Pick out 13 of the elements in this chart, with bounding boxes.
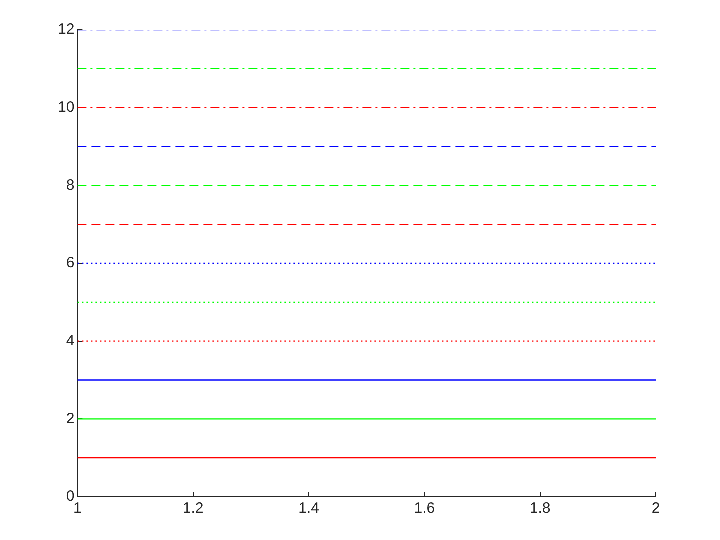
y-tick-label: 12 [58,21,75,38]
x-tick-label: 2 [652,500,660,518]
x-tick-label: 1 [74,500,82,518]
y-tick-label: 6 [66,254,75,272]
y-tick-label: 2 [66,410,75,428]
y-tick-label: 0 [66,488,75,506]
x-tick-label: 1.4 [298,500,320,518]
x-tick-label: 1.6 [414,500,436,518]
y-tick-label: 4 [66,332,75,350]
x-tick-label: 1.2 [182,500,204,518]
y-tick-label: 8 [66,176,75,194]
y-tick-label: 10 [58,98,75,116]
x-tick-label: 1.8 [530,500,551,518]
